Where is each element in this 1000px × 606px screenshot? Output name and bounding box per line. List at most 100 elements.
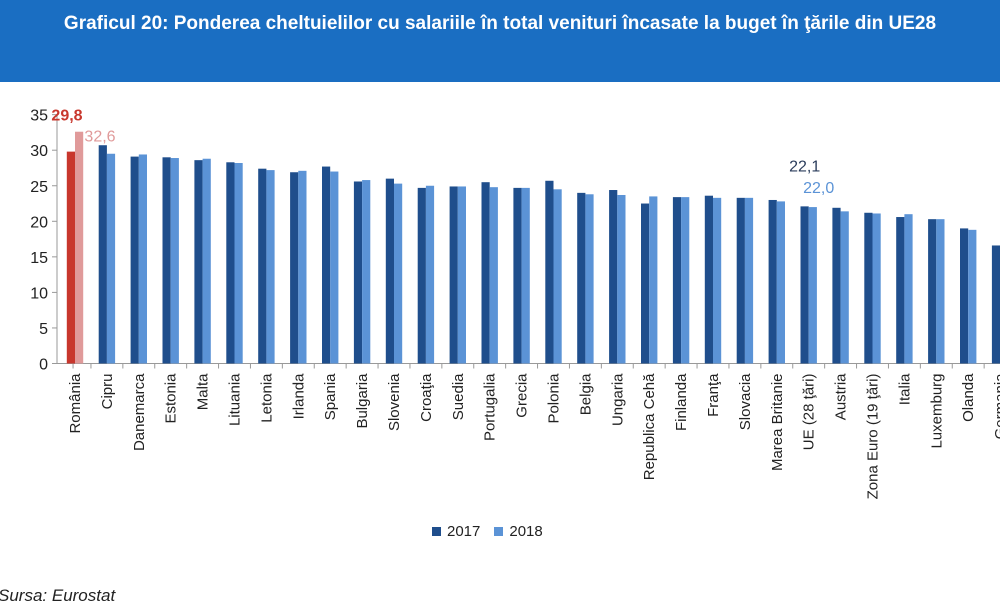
- x-tick-label: Suedia: [450, 373, 467, 420]
- legend-swatch-2018: [494, 527, 504, 536]
- x-tick-label: Olanda: [960, 373, 977, 422]
- x-tick-label: Belgia: [577, 373, 594, 415]
- bar-2017-29: [991, 245, 1000, 364]
- bar-2017-1: [98, 145, 107, 364]
- x-tick-label: Grecia: [514, 373, 531, 418]
- x-tick-label: Germania: [992, 373, 1000, 440]
- bar-2017-21: [736, 197, 745, 364]
- bar-2017-9: [353, 181, 363, 364]
- bar-2018-18: [649, 196, 658, 364]
- bar-2017-4: [194, 160, 203, 364]
- bar-2018-6: [266, 170, 275, 364]
- x-tick-label: Marea Britanie: [769, 374, 786, 472]
- bar-2017-7: [290, 172, 299, 364]
- x-tick-label: Polonia: [546, 373, 563, 424]
- bar-2017-6: [258, 168, 267, 364]
- y-tick-label: 5: [39, 321, 48, 338]
- legend: 2017 2018: [432, 523, 549, 540]
- bar-2017-12: [449, 186, 458, 364]
- bar-2017-10: [385, 178, 394, 364]
- x-tick-label: Zona Euro (19 ţări): [865, 373, 882, 499]
- bar-2018-8: [330, 171, 339, 364]
- bar-2017-24: [832, 207, 841, 364]
- x-tick-label: Luxemburg: [928, 374, 945, 449]
- bar-chart: 0 5 10 15 20 25 30 35 România Cipru Danemarca Eston…: [30, 108, 1000, 499]
- bar-2018-15: [553, 189, 562, 364]
- legend-swatch-2017: [432, 527, 441, 536]
- x-tick-label: România: [67, 373, 84, 434]
- legend-label-2017: 2017: [447, 523, 481, 540]
- x-tick-label: Republica Cehă: [641, 373, 658, 480]
- bar-2018-25: [872, 213, 881, 364]
- bar-2018-17: [617, 194, 626, 364]
- legend-item-2017: 2017: [432, 523, 480, 540]
- bar-2017-18: [641, 203, 650, 364]
- x-tick-label: Letonia: [258, 373, 275, 423]
- bar-2018-26: [904, 214, 913, 364]
- x-tick-label: Spania: [322, 373, 339, 420]
- bar-2018-13: [489, 187, 498, 364]
- x-tick-label: UE (28 ţări): [801, 373, 818, 450]
- bar-2018-24: [840, 211, 849, 364]
- x-tick-label: Austria: [833, 373, 850, 420]
- bar-2017-26: [896, 217, 905, 364]
- bar-2018-4: [202, 158, 211, 364]
- y-tick-label: 10: [30, 285, 48, 302]
- data-label: 32,6: [84, 129, 115, 146]
- x-tick-label: Lituania: [227, 373, 244, 426]
- x-tick-label: Slovacia: [737, 373, 754, 430]
- bar-2017-11: [417, 187, 426, 364]
- bar-2018-28: [968, 229, 977, 364]
- legend-label-2018: 2018: [509, 523, 543, 540]
- bar-2017-13: [481, 182, 490, 364]
- bar-2018-3: [170, 158, 179, 364]
- bar-2017-20: [704, 195, 713, 364]
- data-label: 29,8: [51, 108, 82, 125]
- bar-2018-12: [457, 186, 466, 364]
- bar-2018-0: [75, 131, 84, 364]
- y-tick-label: 25: [30, 179, 48, 196]
- bar-2017-5: [226, 162, 235, 364]
- bar-2018-20: [713, 197, 722, 364]
- bar-2017-19: [672, 197, 682, 364]
- x-tick-label: Cipru: [99, 374, 116, 410]
- bar-2017-8: [322, 166, 331, 364]
- bar-2017-22: [768, 199, 777, 364]
- y-tick-label: 30: [30, 143, 48, 160]
- bar-2017-14: [513, 187, 522, 364]
- x-tick-label: Franţa: [705, 373, 722, 417]
- x-tick-label: Estonia: [163, 373, 180, 424]
- bar-2018-27: [936, 219, 945, 364]
- bar-2018-23: [808, 207, 817, 364]
- bar-2018-22: [776, 201, 785, 364]
- y-tick-label: 20: [30, 214, 48, 231]
- chart-title: Graficul 20: Ponderea cheltuielilor cu s…: [0, 0, 1000, 82]
- x-tick-label: Danemarca: [131, 373, 148, 451]
- y-tick-label: 15: [30, 250, 48, 267]
- source-note: Sursa: Eurostat: [0, 586, 116, 605]
- x-tick-label: Slovenia: [386, 373, 403, 431]
- bar-2017-16: [577, 192, 586, 364]
- x-tick-label: Ungaria: [609, 373, 626, 426]
- bar-2017-25: [864, 212, 873, 364]
- x-tick-label: Bulgaria: [354, 373, 371, 429]
- bar-2017-27: [928, 219, 937, 364]
- bar-2018-9: [362, 180, 371, 364]
- bar-2018-19: [681, 197, 690, 364]
- bar-2018-16: [585, 194, 594, 364]
- x-tick-label: Portugalia: [482, 373, 499, 441]
- bar-2018-21: [744, 197, 754, 364]
- y-tick-label: 0: [39, 357, 48, 374]
- bar-2018-5: [234, 162, 243, 364]
- x-tick-label: Italia: [896, 373, 913, 405]
- x-tick-label: Irlanda: [290, 373, 307, 420]
- bar-2018-1: [106, 153, 116, 364]
- bar-2018-2: [138, 154, 147, 364]
- bar-2017-23: [800, 206, 809, 364]
- x-tick-label: Croaţia: [418, 373, 435, 422]
- bar-2018-10: [394, 183, 403, 364]
- bar-2018-14: [521, 187, 530, 364]
- bar-2017-15: [545, 180, 554, 364]
- bar-2017-0: [66, 151, 75, 364]
- bar-2017-17: [609, 190, 618, 364]
